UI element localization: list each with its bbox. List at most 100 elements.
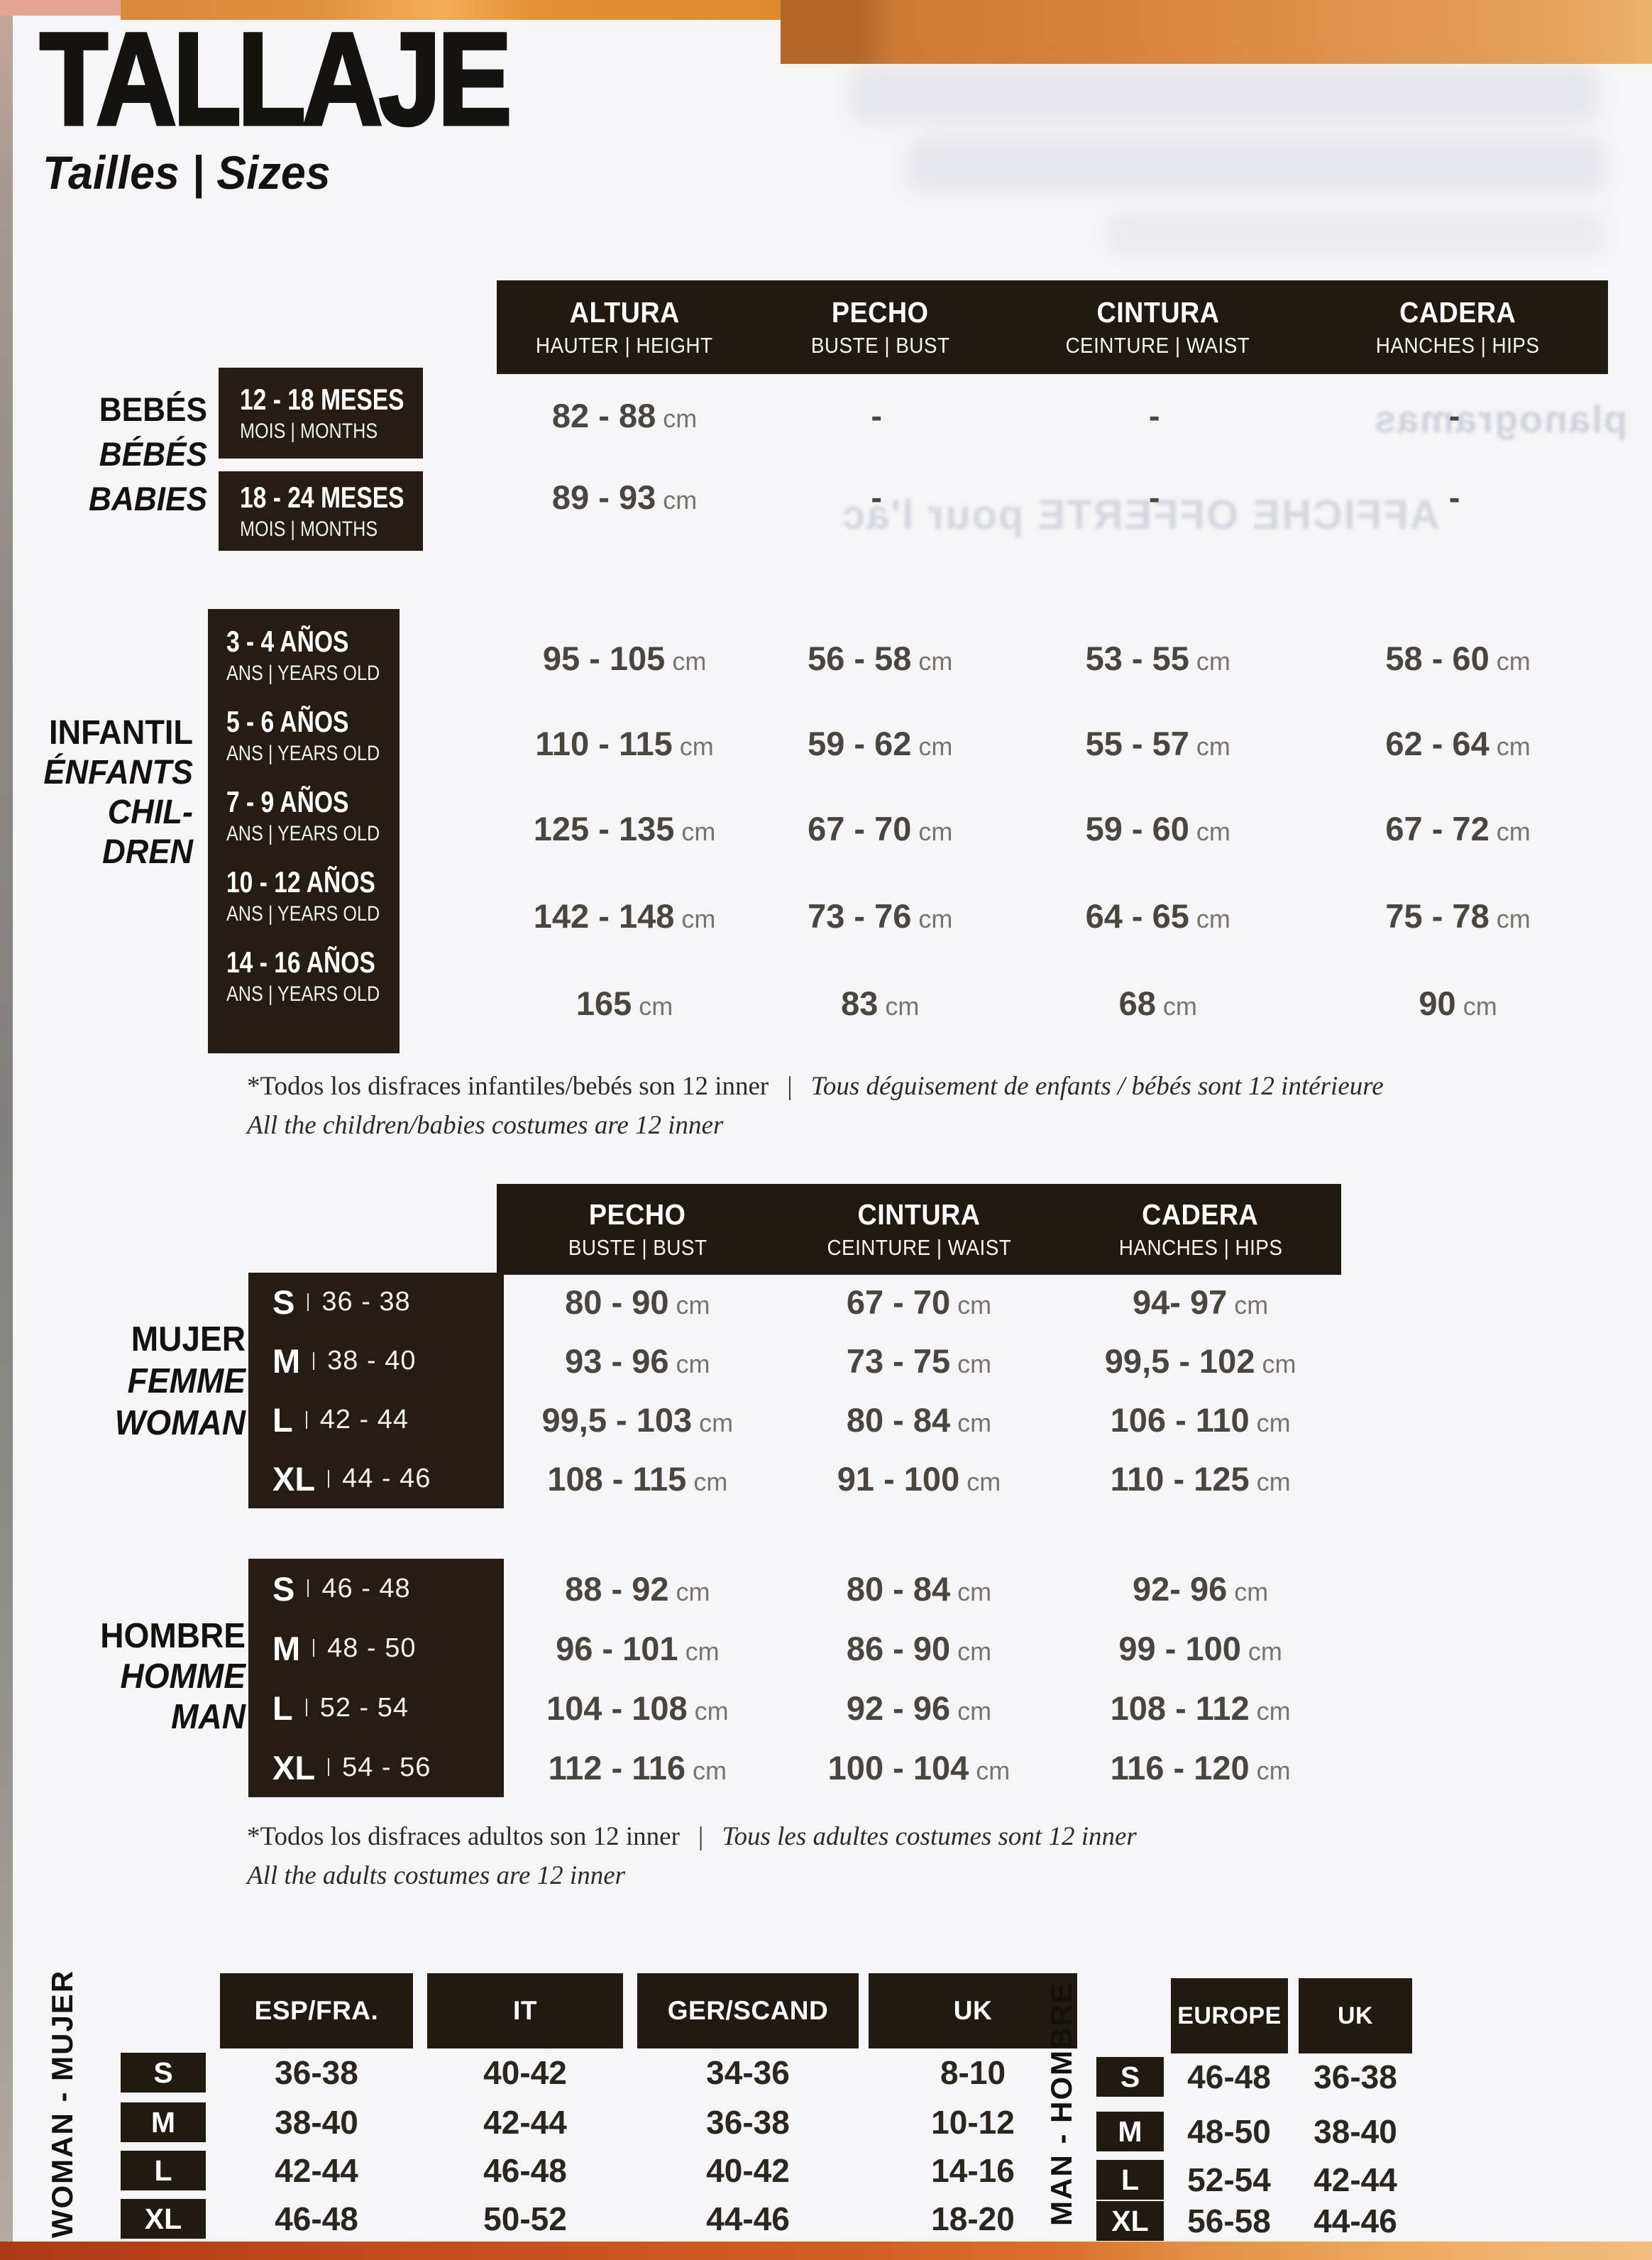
measurement-unit: cm bbox=[1162, 991, 1197, 1021]
value-cell-cintura: 68 cm bbox=[1008, 984, 1308, 1023]
value-cell-pecho: 59 - 62 cm bbox=[752, 724, 1008, 763]
conversion-value: 42-44 bbox=[1314, 2161, 1397, 2198]
conversion-value: 46-48 bbox=[483, 2152, 567, 2189]
footnote-line: *Todos los disfraces infantiles/bebés so… bbox=[247, 1067, 1384, 1106]
value-cell-pecho: 73 - 76 cm bbox=[752, 896, 1008, 936]
bleed-through-blur bbox=[908, 139, 1604, 192]
measurement-value: 96 - 101 bbox=[556, 1629, 678, 1667]
footnote-es: *Todos los disfraces adultos son 12 inne… bbox=[247, 1822, 680, 1851]
group-label-line: MUJER bbox=[131, 1320, 246, 1359]
side-label-woman-mujer: WOMAN - MUJER bbox=[26, 1970, 99, 2238]
conversion-value: 46-48 bbox=[1187, 2058, 1271, 2095]
size-row-M: M I 38 - 40 bbox=[248, 1332, 504, 1390]
measurement-value: 82 - 88 bbox=[551, 396, 656, 434]
conversion-header-uk: UK bbox=[869, 1973, 1077, 2048]
age-range-subtitle: ANS | YEARS OLD bbox=[226, 982, 380, 1006]
measurement-value: 99,5 - 102 bbox=[1104, 1342, 1255, 1380]
conversion-size-L: L bbox=[1096, 2160, 1164, 2200]
measurement-value: 80 - 84 bbox=[846, 1569, 951, 1608]
conversion-size-S: S bbox=[1096, 2057, 1164, 2097]
size-box-man: S I 46 - 48 M I 48 - 50 L I 52 - 54 XL I… bbox=[248, 1559, 504, 1797]
value-cell-cintura: 55 - 57 cm bbox=[1008, 724, 1308, 763]
measurement-unit: cm bbox=[676, 1349, 710, 1378]
column-header-cadera: CADERA HANCHES | HIPS bbox=[1059, 1184, 1341, 1275]
column-subtitle: HANCHES | HIPS bbox=[1118, 1235, 1282, 1260]
measurement-unit: cm bbox=[676, 1576, 710, 1606]
column-subtitle: HANCHES | HIPS bbox=[1376, 333, 1540, 358]
value-cell-cintura: 64 - 65 cm bbox=[1008, 896, 1308, 936]
age-range: 10 - 12 AÑOS bbox=[226, 865, 375, 899]
size-letter: XL bbox=[272, 1460, 316, 1498]
side-label-man-hombre: MAN - HOMBRE bbox=[1025, 1970, 1098, 2237]
size-letter: L bbox=[272, 1689, 293, 1727]
measurement-unit: cm bbox=[663, 403, 698, 433]
measurement-unit: cm bbox=[957, 1408, 992, 1437]
value-cell-pecho: 67 - 70 cm bbox=[752, 809, 1008, 848]
measurement-value: 104 - 108 bbox=[546, 1689, 688, 1727]
value-cell-cintura: 53 - 55 cm bbox=[1008, 639, 1308, 678]
value-cell-cadera: 75 - 78 cm bbox=[1308, 896, 1608, 936]
conversion-value: 46-48 bbox=[275, 2200, 358, 2237]
measurement-value: - bbox=[1448, 396, 1460, 434]
measurement-value: 64 - 65 bbox=[1085, 896, 1189, 935]
group-label-line: BEBÉS bbox=[99, 390, 207, 428]
value-cell-altura: 110 - 115 cm bbox=[497, 724, 752, 763]
group-label-line: MAN bbox=[171, 1698, 246, 1736]
conversion-header-esp-fra: ESP/FRA. bbox=[220, 1973, 413, 2048]
value-cell-cintura: 100 - 104 cm bbox=[778, 1748, 1060, 1787]
age-box-children: 3 - 4 AÑOS ANS | YEARS OLD 5 - 6 AÑOS AN… bbox=[208, 609, 400, 1053]
values-row-man-L: 104 - 108 cm 92 - 96 cm 108 - 112 cm bbox=[497, 1688, 1341, 1728]
conversion-value: 42-44 bbox=[275, 2152, 358, 2189]
value-cell-cadera: 99 - 100 cm bbox=[1059, 1629, 1341, 1668]
measurement-unit: cm bbox=[1256, 1408, 1291, 1437]
measurement-unit: cm bbox=[693, 1466, 728, 1496]
adults-table-header-bar: PECHO BUSTE | BUST CINTURA CEINTURE | WA… bbox=[497, 1184, 1341, 1275]
measurement-value: 142 - 148 bbox=[533, 896, 675, 935]
value-cell-cadera: 90 cm bbox=[1308, 984, 1608, 1023]
values-row-woman-S: 80 - 90 cm 67 - 70 cm 94- 97 cm bbox=[497, 1282, 1341, 1322]
conversion-value: 40-42 bbox=[483, 2054, 567, 2091]
value-cell-cintura: 80 - 84 cm bbox=[778, 1569, 1060, 1608]
age-range-subtitle: MOIS | MONTHS bbox=[240, 517, 378, 541]
value-cell-cadera: 110 - 125 cm bbox=[1059, 1459, 1341, 1498]
measurement-value: - bbox=[871, 478, 883, 516]
value-cell-cadera: - bbox=[1308, 396, 1608, 435]
column-title: ALTURA bbox=[569, 296, 680, 329]
size-range: 48 - 50 bbox=[327, 1633, 417, 1663]
size-separator: I bbox=[306, 1574, 311, 1603]
group-label-line: BABIES bbox=[89, 480, 208, 517]
value-cell-pecho: 99,5 - 103 cm bbox=[497, 1400, 778, 1439]
size-letter: L bbox=[272, 1401, 293, 1439]
footnote-line: All the children/babies costumes are 12 … bbox=[247, 1106, 1384, 1145]
column-header-pecho: PECHO BUSTE | BUST bbox=[497, 1184, 778, 1275]
measurement-value: 125 - 135 bbox=[533, 809, 675, 848]
column-title: CADERA bbox=[1142, 1198, 1259, 1231]
size-letter: M bbox=[272, 1629, 301, 1667]
bleed-through-blur bbox=[1107, 213, 1604, 254]
measurement-unit: cm bbox=[1196, 904, 1230, 933]
measurement-value: 59 - 62 bbox=[808, 724, 912, 762]
size-range: 38 - 40 bbox=[327, 1346, 417, 1376]
conversion-header-ger-scand: GER/SCAND bbox=[637, 1973, 859, 2048]
measurement-unit: cm bbox=[694, 1696, 729, 1726]
measurement-value: 110 - 115 bbox=[535, 724, 673, 762]
value-cell-pecho: 108 - 115 cm bbox=[497, 1459, 778, 1498]
group-label-man: HOMBRE HOMME MAN bbox=[52, 1616, 246, 1738]
size-row-XL: XL I 44 - 46 bbox=[248, 1449, 504, 1508]
size-row-L: L I 52 - 54 bbox=[248, 1678, 504, 1738]
measurement-value: 116 - 120 bbox=[1110, 1748, 1250, 1787]
measurement-unit: cm bbox=[885, 991, 920, 1021]
measurement-unit: cm bbox=[957, 1696, 992, 1726]
size-row-XL: XL I 54 - 56 bbox=[248, 1738, 504, 1797]
group-label-line: BÉBÉS bbox=[99, 435, 207, 473]
conversion-header-it: IT bbox=[427, 1973, 623, 2048]
size-letter: S bbox=[272, 1569, 295, 1608]
column-header-cintura: CINTURA CEINTURE | WAIST bbox=[1008, 280, 1308, 374]
measurement-unit: cm bbox=[1496, 646, 1531, 676]
measurement-unit: cm bbox=[1262, 1349, 1296, 1378]
measurement-value: 58 - 60 bbox=[1385, 639, 1489, 677]
measurement-value: 108 - 112 bbox=[1110, 1689, 1250, 1727]
value-cell-pecho: 88 - 92 cm bbox=[497, 1569, 778, 1608]
footnote-fr: Tous les adultes costumes sont 12 inner bbox=[722, 1822, 1137, 1851]
measurement-unit: cm bbox=[918, 731, 953, 761]
